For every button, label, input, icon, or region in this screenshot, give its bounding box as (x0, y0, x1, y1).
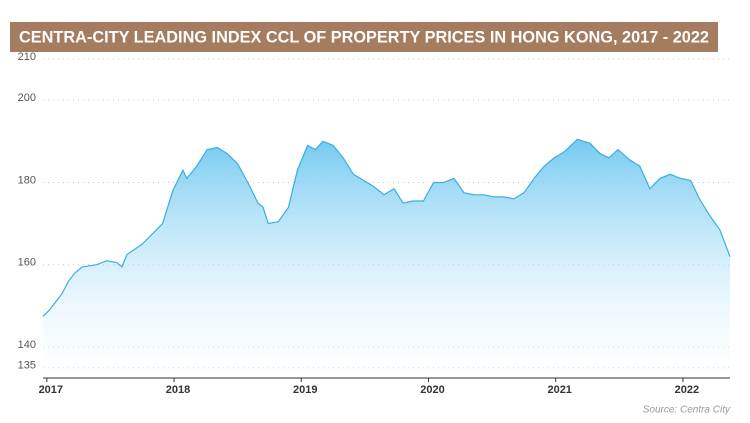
y-tick-label: 140 (18, 339, 36, 351)
y-tick-label: 210 (18, 51, 36, 63)
x-tick-label: 2018 (166, 384, 190, 396)
y-tick-label: 135 (18, 360, 36, 372)
y-tick-label: 200 (18, 92, 36, 104)
x-tick-label: 2020 (420, 384, 444, 396)
y-tick-label: 160 (18, 257, 36, 269)
source: Source: Centra City (643, 405, 731, 416)
chart-title: CENTRA-CITY LEADING INDEX CCL OF PROPERT… (19, 27, 709, 46)
x-tick-label: 2021 (547, 384, 571, 396)
x-tick-label: 2019 (293, 384, 317, 396)
line (42, 138, 731, 317)
title-banner (10, 22, 718, 52)
x-tick-label: 2022 (675, 384, 699, 396)
y-tick-label: 180 (18, 174, 36, 186)
x-tick-label: 2017 (39, 384, 63, 396)
area (43, 139, 730, 378)
